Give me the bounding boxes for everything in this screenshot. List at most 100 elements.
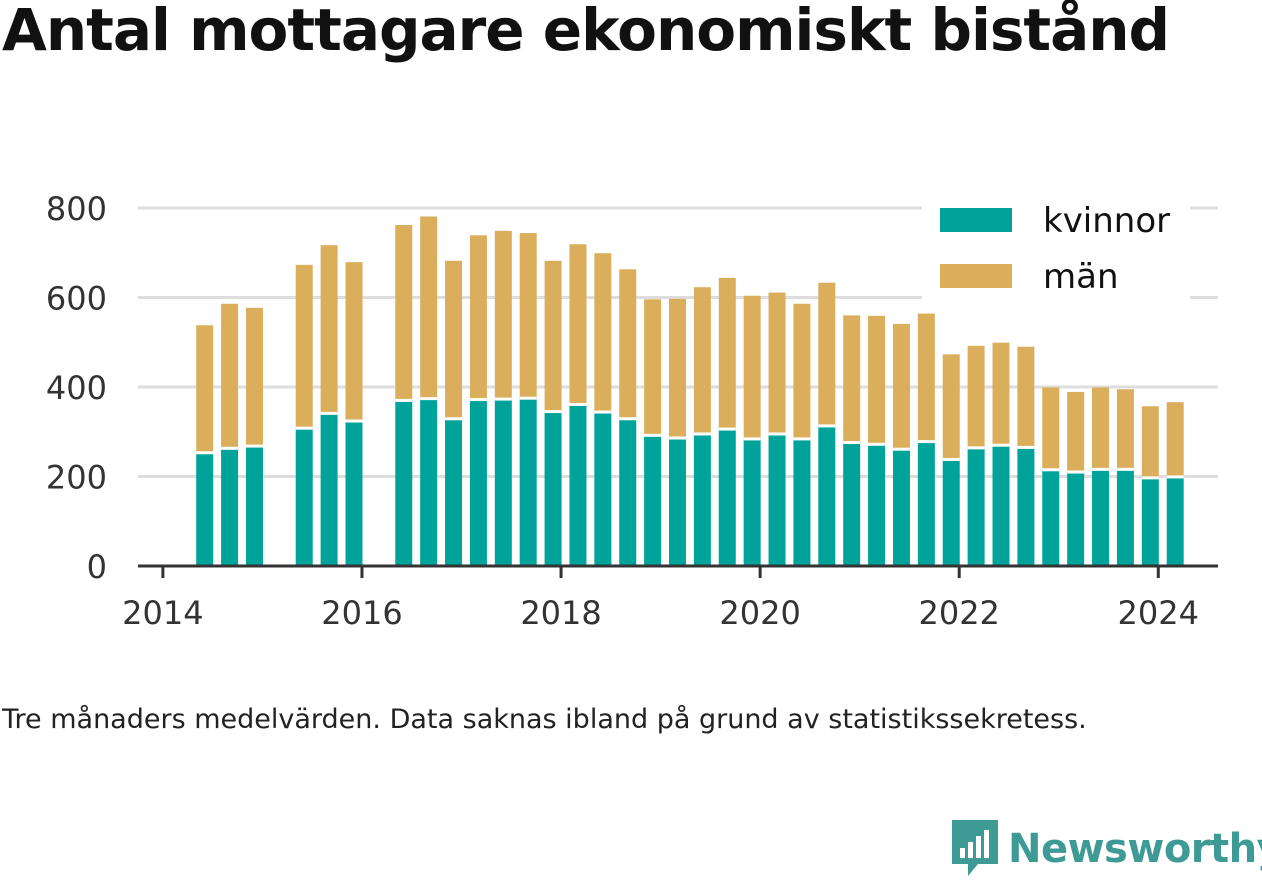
bar-kvinnor: [345, 421, 363, 566]
bar-kvinnor: [544, 411, 562, 566]
legend-label: män: [1043, 257, 1119, 297]
bar-kvinnor: [1116, 469, 1134, 566]
brand-name: Newsworthy: [1008, 826, 1262, 872]
x-tick-label: 2014: [122, 594, 203, 632]
bar-separator: [793, 437, 811, 441]
bar-man: [1042, 387, 1060, 470]
bar-kvinnor: [967, 447, 985, 566]
bar-man: [519, 233, 537, 399]
bar-separator: [494, 397, 512, 401]
bar-kvinnor: [245, 446, 263, 566]
bar-kvinnor: [1067, 472, 1085, 566]
bar-kvinnor: [420, 398, 438, 566]
bar-kvinnor: [1042, 469, 1060, 566]
brand-logo: Newsworthy: [950, 818, 1262, 880]
y-axis: 0 200 400 600 800: [46, 190, 107, 586]
x-tick-label: 2018: [520, 594, 601, 632]
x-tick-label: 2024: [1118, 594, 1199, 632]
stacked-bar-chart: 2014 2016 2018 2020 2022 2024 0 200 400 600 800 k…: [46, 190, 1218, 632]
bar-man: [892, 323, 910, 450]
bar-separator: [669, 436, 687, 440]
bar-man: [718, 277, 736, 430]
bar-man: [395, 225, 413, 401]
x-axis: 2014 2016 2018 2020 2022 2024: [122, 564, 1218, 632]
bar-separator: [1141, 476, 1159, 480]
bar-man: [768, 292, 786, 434]
bar-separator: [469, 398, 487, 402]
bar-separator: [992, 443, 1010, 447]
bar-separator: [1092, 467, 1110, 471]
bar-kvinnor: [818, 425, 836, 566]
bar-separator: [917, 440, 935, 444]
bar-separator: [445, 417, 463, 421]
bar-man: [868, 315, 886, 445]
bar-separator: [1116, 467, 1134, 471]
bar-separator: [295, 426, 313, 430]
bar-separator: [718, 427, 736, 431]
bar-man: [196, 325, 214, 453]
bar-man: [1141, 406, 1159, 478]
bar-separator: [768, 432, 786, 436]
bar-man: [345, 262, 363, 422]
bar-man: [1166, 402, 1184, 477]
bar-man: [1067, 391, 1085, 473]
bar-man: [494, 230, 512, 400]
bar-kvinnor: [196, 452, 214, 566]
bar-separator: [320, 411, 338, 415]
bar-kvinnor: [743, 438, 761, 566]
y-tick-label: 600: [46, 280, 107, 318]
bar-separator: [843, 440, 861, 444]
bar-kvinnor: [644, 435, 662, 566]
bar-kvinnor: [295, 428, 313, 566]
bar-kvinnor: [469, 399, 487, 566]
bar-separator: [594, 410, 612, 414]
bar-man: [992, 342, 1010, 446]
bar-separator: [892, 447, 910, 451]
bar-kvinnor: [693, 433, 711, 566]
bar-kvinnor: [1092, 469, 1110, 566]
bar-kvinnor: [892, 449, 910, 566]
bar-separator: [245, 444, 263, 448]
bar-man: [967, 345, 985, 448]
bar-man: [843, 315, 861, 443]
bar-man: [917, 313, 935, 442]
bar-separator: [818, 424, 836, 428]
legend-swatch-kvinnor: [940, 208, 1012, 232]
chart-title: Antal mottagare ekonomiskt bistånd: [2, 0, 1170, 64]
bar-separator: [619, 417, 637, 421]
bar-man: [1116, 389, 1134, 470]
bars: [196, 216, 1184, 566]
legend-label: kvinnor: [1043, 201, 1170, 241]
x-tick-label: 2016: [321, 594, 402, 632]
bar-separator: [1166, 475, 1184, 479]
bar-kvinnor: [843, 442, 861, 566]
y-tick-label: 200: [46, 459, 107, 497]
bar-kvinnor: [992, 445, 1010, 566]
bar-man: [594, 253, 612, 413]
bar-man: [295, 264, 313, 429]
bar-separator: [569, 402, 587, 406]
bar-man: [619, 269, 637, 419]
bar-man: [469, 235, 487, 400]
bar-kvinnor: [619, 418, 637, 566]
bar-separator: [1042, 468, 1060, 472]
bar-separator: [196, 451, 214, 455]
bar-man: [445, 260, 463, 419]
bar-separator: [693, 432, 711, 436]
bar-kvinnor: [445, 418, 463, 566]
legend: kvinnor män: [922, 196, 1190, 306]
bar-separator: [519, 396, 537, 400]
bar-kvinnor: [519, 398, 537, 566]
bar-man: [644, 299, 662, 436]
bar-man: [1017, 346, 1035, 448]
bar-separator: [395, 398, 413, 402]
newsworthy-logo-icon: [952, 820, 998, 876]
bar-kvinnor: [1166, 476, 1184, 566]
bar-separator: [868, 442, 886, 446]
bar-man: [669, 298, 687, 439]
bar-man: [420, 216, 438, 399]
bar-man: [1092, 387, 1110, 470]
legend-swatch-man: [940, 264, 1012, 288]
y-tick-label: 0: [87, 548, 107, 586]
bar-separator: [345, 419, 363, 423]
